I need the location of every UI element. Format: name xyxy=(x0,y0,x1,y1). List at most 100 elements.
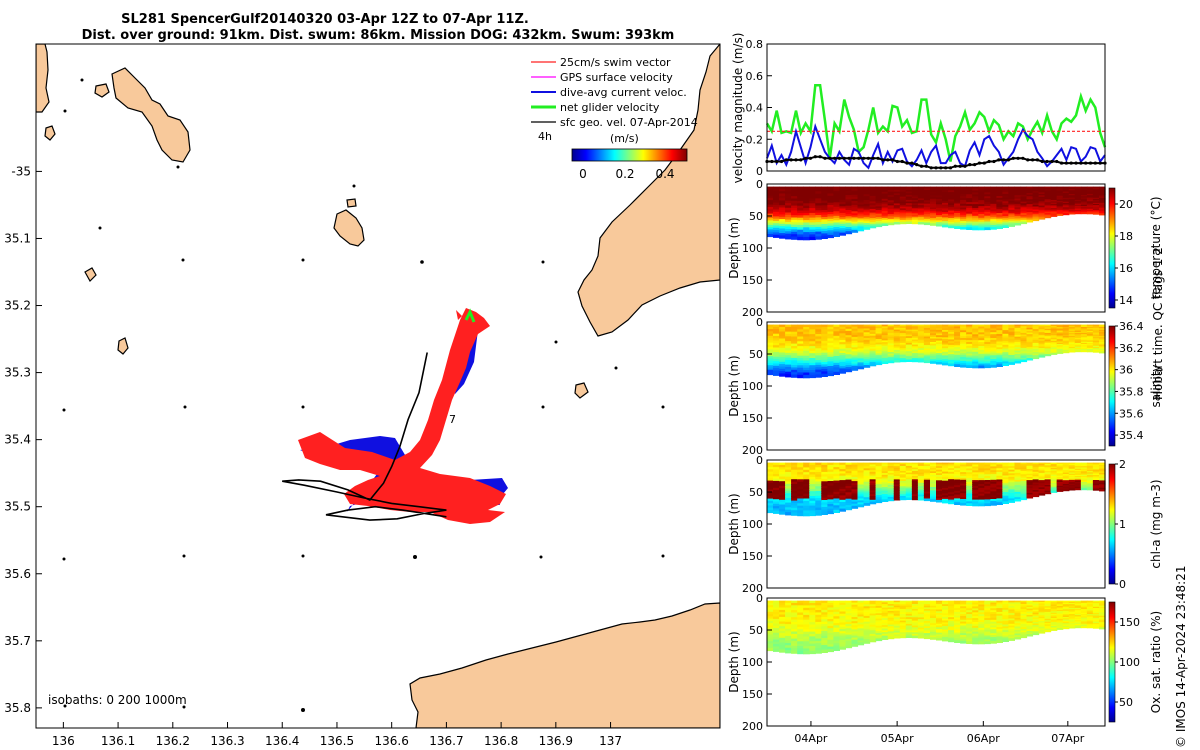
section-cell xyxy=(839,469,846,473)
section-cell xyxy=(996,199,1003,203)
section-cell xyxy=(845,490,853,494)
section-cell xyxy=(797,629,804,633)
section-cell xyxy=(863,619,871,623)
section-cell xyxy=(815,367,822,371)
section-cell xyxy=(893,479,901,482)
section-cell xyxy=(996,608,1003,611)
section-cell xyxy=(839,370,846,374)
section-cell xyxy=(881,347,889,350)
section-cell xyxy=(785,371,792,375)
section-cell xyxy=(1038,493,1046,496)
section-cell xyxy=(930,497,937,500)
section-cell xyxy=(845,188,853,192)
sfc-velocity-point xyxy=(977,161,982,165)
section-cell xyxy=(984,480,991,483)
section-cell xyxy=(954,352,961,356)
section-cell xyxy=(887,633,895,636)
section-cell xyxy=(809,203,816,207)
section-cell xyxy=(948,354,955,357)
section-cell xyxy=(863,472,871,475)
section-cell xyxy=(845,496,853,500)
section-cell xyxy=(869,214,877,218)
section-cell xyxy=(779,490,786,494)
section-cell xyxy=(936,328,943,331)
section-cell xyxy=(869,634,877,637)
section-cell xyxy=(1002,631,1009,635)
section-cell xyxy=(1032,211,1040,214)
section-cell xyxy=(1038,629,1046,633)
section-cell xyxy=(893,617,901,620)
section-cell xyxy=(821,219,828,223)
section-cell xyxy=(948,219,955,223)
section-cell xyxy=(1056,324,1064,327)
section-cell xyxy=(930,619,937,623)
velocity-panel: 00.20.40.60.8 velocity magnitude (m/s) xyxy=(731,33,1107,183)
section-cell xyxy=(936,351,943,354)
section-cell xyxy=(881,216,889,219)
section-cell xyxy=(809,638,816,643)
map-y-tick-label: 35.8 xyxy=(4,701,31,715)
section-cell xyxy=(1068,329,1076,332)
section-cell xyxy=(779,619,786,623)
section-cell xyxy=(851,639,859,643)
section-cell xyxy=(1032,600,1040,603)
section-cell xyxy=(803,360,810,364)
section-cell xyxy=(1080,350,1088,353)
section-cell xyxy=(1099,465,1106,468)
section-cell xyxy=(1056,193,1064,196)
section-cell xyxy=(1062,479,1070,482)
section-cell xyxy=(767,462,774,466)
section-cell xyxy=(1050,343,1058,346)
section-cell xyxy=(857,606,865,610)
section-cell xyxy=(803,484,810,488)
section-cell xyxy=(1092,342,1100,344)
section-cell xyxy=(845,224,853,228)
section-cell xyxy=(899,215,907,218)
section-cell xyxy=(887,466,895,469)
section-cell xyxy=(803,469,810,474)
section-cell xyxy=(1044,207,1052,210)
section-cell xyxy=(1032,484,1040,487)
section-cell xyxy=(767,218,774,222)
section-cell xyxy=(948,471,955,475)
section-cell xyxy=(972,192,979,196)
section-cell xyxy=(803,626,810,631)
section-cell xyxy=(966,328,973,332)
section-cell xyxy=(821,649,828,653)
section-cell xyxy=(1026,484,1034,488)
section-cell xyxy=(839,600,846,604)
section-cell xyxy=(942,473,949,477)
section-cell xyxy=(869,600,877,604)
section-cell xyxy=(773,216,780,220)
section-cell xyxy=(797,600,804,604)
section-cell xyxy=(887,607,895,610)
section-cell xyxy=(960,209,967,213)
islet xyxy=(94,83,110,98)
section-cell xyxy=(942,199,949,202)
section-cell xyxy=(803,196,810,200)
section-cell xyxy=(960,610,967,613)
section-cell xyxy=(1008,469,1015,473)
section-cell xyxy=(1026,618,1034,621)
section-cell xyxy=(936,335,943,338)
section-cell xyxy=(1026,354,1034,358)
section-cell xyxy=(869,223,877,227)
section-cell xyxy=(827,644,834,648)
section-cell xyxy=(1044,609,1052,612)
section-cell xyxy=(960,194,967,197)
section-cell xyxy=(1032,615,1040,619)
section-cell xyxy=(851,227,859,231)
section-cell xyxy=(1032,480,1040,484)
section-cell xyxy=(1050,347,1058,350)
section-cell xyxy=(851,359,859,363)
section-cell xyxy=(1038,337,1046,340)
section-cell xyxy=(1008,338,1015,342)
section-cell xyxy=(1062,200,1070,203)
section-cell xyxy=(948,341,955,344)
section-cell xyxy=(911,196,919,200)
section-cell xyxy=(881,352,889,356)
section-cell xyxy=(1099,467,1106,470)
section-cell xyxy=(881,632,889,635)
section-cell xyxy=(773,342,780,347)
section-cell xyxy=(773,607,780,611)
